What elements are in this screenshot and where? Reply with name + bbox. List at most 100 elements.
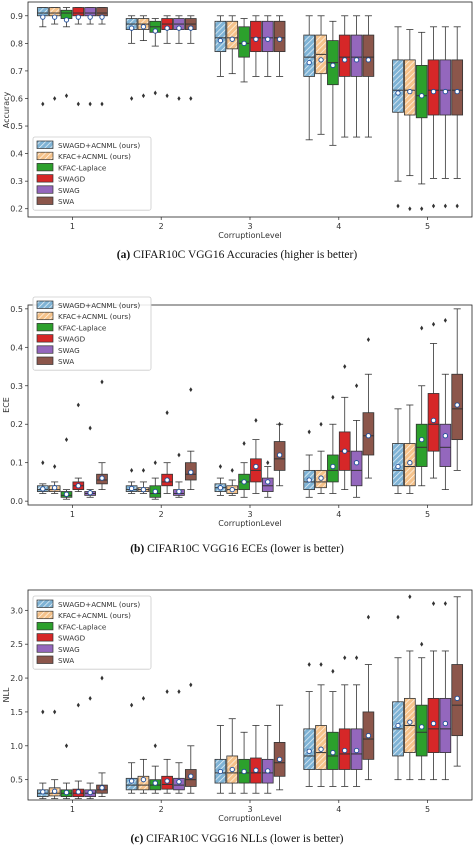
- box-swagd-acnml-ours--level-2: [125, 15, 138, 101]
- box-swagd-acnml-ours--level-1: [36, 7, 49, 107]
- box-kfac-laplace-level-4: [327, 20, 339, 146]
- legend-frame: [32, 296, 152, 371]
- box-swa-level-4: [362, 337, 375, 479]
- box-kfac-acnml-ours--level-1: [48, 709, 61, 800]
- box-swagd-acnml-ours--level-4: [303, 429, 316, 498]
- mean-marker: [454, 695, 460, 702]
- outlier-point: [41, 709, 45, 715]
- mean-marker: [152, 780, 158, 786]
- box-iqr: [261, 20, 274, 53]
- legend-label: SWA: [58, 357, 74, 366]
- legend-label: KFAC+ACNML (ours): [58, 152, 131, 161]
- outlier-point: [141, 467, 146, 473]
- mean-marker: [318, 475, 324, 481]
- outlier-point: [455, 203, 459, 209]
- legend-label: SWAG: [58, 186, 80, 195]
- legend: SWAGD+ACNML (ours) KFAC+ACNML (ours) KFAC-…: [32, 296, 152, 371]
- outlier-point: [53, 96, 57, 101]
- box-kfac-acnml-ours--level-1: [48, 464, 61, 494]
- box-swagd-acnml-ours--level-1: [36, 460, 49, 494]
- box-swag-level-4: [350, 655, 363, 787]
- y-tick-label: 1.0: [10, 742, 23, 751]
- legend-swatch: [36, 633, 54, 642]
- box-kfac-acnml-ours--level-1: [48, 7, 61, 101]
- outlier-point: [354, 383, 359, 389]
- box-iqr: [439, 423, 452, 467]
- box-kfac-acnml-ours--level-5: [404, 29, 416, 212]
- outlier-point: [218, 464, 222, 469]
- legend-swatch: [36, 356, 54, 365]
- y-axis-label: ECE: [2, 397, 11, 413]
- y-axis-label: Accuracy: [2, 91, 11, 128]
- box-iqr: [226, 20, 239, 50]
- box-swag-level-2: [173, 15, 185, 101]
- mean-marker: [353, 747, 360, 754]
- legend-swatch: [36, 610, 54, 620]
- box-iqr: [350, 34, 363, 77]
- legend-swatch: [36, 622, 54, 631]
- box-swagd-level-4: [338, 15, 351, 138]
- y-tick-label: 0.9: [10, 12, 23, 21]
- box-swag-level-4: [350, 15, 363, 138]
- x-tick-label: 3: [247, 510, 252, 519]
- box-kfac-laplace-level-2: [149, 743, 162, 794]
- box-iqr: [451, 59, 464, 116]
- mean-marker: [128, 485, 135, 492]
- box-swa-level-3: [273, 421, 286, 487]
- y-tick-label: 0.0: [10, 497, 23, 506]
- mean-marker: [241, 768, 247, 775]
- mean-marker: [306, 477, 312, 483]
- mean-marker: [75, 789, 81, 795]
- mean-marker: [454, 402, 460, 408]
- box-swagd-acnml-ours--level-5: [392, 408, 404, 494]
- y-tick-label: 0.3: [10, 177, 23, 186]
- x-tick-label: 3: [247, 805, 252, 814]
- mean-marker: [128, 778, 135, 784]
- box-kfac-laplace-level-1: [60, 7, 73, 99]
- mean-marker: [99, 14, 105, 20]
- box-swagd-acnml-ours--level-1: [36, 709, 49, 800]
- box-swag-level-5: [439, 601, 452, 781]
- mean-marker: [40, 789, 46, 795]
- box-swagd-acnml-ours--level-3: [214, 464, 227, 496]
- box-iqr: [303, 34, 316, 77]
- box-swagd-acnml-ours--level-5: [392, 26, 404, 209]
- outlier-point: [443, 203, 447, 209]
- x-tick-label: 4: [336, 510, 341, 519]
- outlier-point: [76, 101, 80, 107]
- mean-marker: [306, 748, 312, 754]
- outlier-point: [266, 460, 270, 466]
- outlier-point: [153, 460, 157, 466]
- caption-a-text: CIFAR10C VGG16 Accuracies (higher is bet…: [133, 249, 358, 261]
- mean-marker: [430, 417, 437, 424]
- mean-marker: [241, 479, 247, 485]
- box-kfac-laplace-level-5: [415, 641, 428, 781]
- box-iqr: [404, 59, 416, 116]
- box-swag-level-5: [439, 26, 452, 209]
- box-kfac-laplace-level-1: [60, 437, 73, 500]
- legend-label: KFAC-Laplace: [58, 323, 107, 332]
- outlier-point: [420, 325, 424, 331]
- box-iqr: [273, 20, 286, 53]
- mean-marker: [63, 17, 70, 23]
- x-tick-label: 5: [425, 805, 430, 814]
- outlier-point: [408, 206, 412, 212]
- legend-swatch: [36, 196, 54, 205]
- box-swa-level-1: [96, 675, 108, 798]
- caption-b-text: CIFAR10C VGG16 ECEs (lower is better): [147, 543, 344, 555]
- legend-swatch: [36, 655, 54, 664]
- y-tick-label: 3.0: [10, 606, 23, 615]
- outlier-point: [396, 203, 400, 209]
- outlier-point: [76, 702, 80, 708]
- box-iqr: [261, 477, 274, 492]
- mean-marker: [40, 14, 46, 20]
- outlier-point: [76, 402, 80, 408]
- caption-a: (a) CIFAR10C VGG16 Accuracies (higher is…: [0, 249, 474, 261]
- box-iqr: [250, 20, 262, 53]
- outlier-point: [64, 437, 69, 443]
- box-iqr: [439, 59, 452, 116]
- outlier-point: [420, 206, 424, 212]
- outlier-point: [242, 441, 246, 446]
- legend-label: KFAC+ACNML (ours): [58, 312, 131, 321]
- mean-marker: [51, 485, 58, 491]
